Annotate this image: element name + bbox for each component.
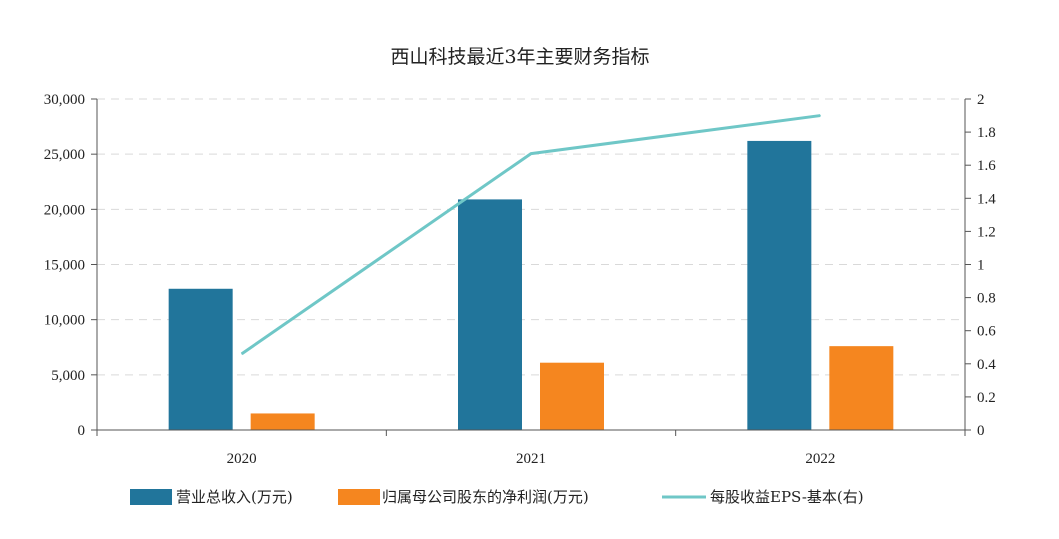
right-tick-label: 0.4 <box>977 357 996 373</box>
left-tick-label: 0 <box>78 423 86 439</box>
bar-net-profit-2020 <box>250 413 315 430</box>
right-tick-label: 0.2 <box>977 390 996 406</box>
eps-point-2020 <box>241 353 243 355</box>
bar-net-profit-2022 <box>829 346 894 430</box>
bars <box>168 140 894 430</box>
chart-title: 西山科技最近3年主要财务指标 <box>390 46 649 68</box>
bar-revenue-2021 <box>458 199 522 430</box>
eps-line-path <box>240 114 821 356</box>
right-tick-label: 1.8 <box>977 125 996 141</box>
right-tick-label: 1.2 <box>977 224 996 240</box>
right-tick-label: 1.4 <box>977 191 996 207</box>
legend-revenue-swatch <box>130 489 172 505</box>
axes: 0 5,000 10,000 15,000 20,000 25,000 30,000 0 0.2… <box>44 92 997 467</box>
left-tick-label: 20,000 <box>44 202 85 218</box>
right-tick-label: 0.8 <box>977 291 996 307</box>
right-tick-label: 1 <box>977 258 985 274</box>
left-tick-label: 25,000 <box>44 147 85 163</box>
right-tick-label: 0.6 <box>977 324 996 340</box>
eps-point-2022 <box>819 115 821 117</box>
right-tick-label: 0 <box>977 423 985 439</box>
x-tick-label: 2021 <box>516 451 546 467</box>
eps-point-2021 <box>530 153 532 155</box>
x-tick-label: 2022 <box>805 451 835 467</box>
left-tick-label: 15,000 <box>44 258 85 274</box>
legend-eps-label: 每股收益EPS-基本(右) <box>710 488 864 506</box>
bar-net-profit-2021 <box>540 362 604 430</box>
legend-net-profit-swatch <box>338 489 380 505</box>
left-tick-label: 5,000 <box>51 368 85 384</box>
right-tick-label: 2 <box>977 92 985 108</box>
eps-line <box>240 114 821 356</box>
legend: 营业总收入(万元) 归属母公司股东的净利润(万元) 每股收益EPS-基本(右) <box>130 488 864 506</box>
x-tick-label: 2020 <box>227 451 257 467</box>
left-tick-label: 30,000 <box>44 92 85 108</box>
legend-revenue-label: 营业总收入(万元) <box>176 488 293 506</box>
right-tick-label: 1.6 <box>977 158 996 174</box>
bar-revenue-2020 <box>168 288 233 430</box>
legend-net-profit-label: 归属母公司股东的净利润(万元) <box>382 488 589 506</box>
left-tick-label: 10,000 <box>44 313 85 329</box>
bar-revenue-2022 <box>747 140 812 430</box>
